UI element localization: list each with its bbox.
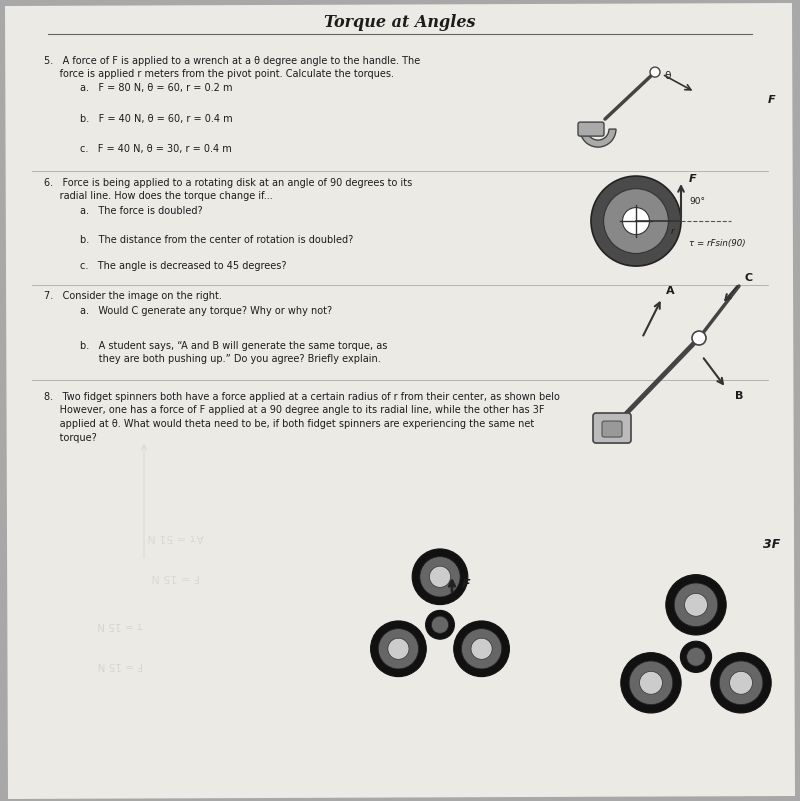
Text: Aτ = 51 N: Aτ = 51 N (148, 532, 204, 541)
Text: F: F (462, 578, 470, 591)
Circle shape (412, 549, 468, 605)
Text: force is applied r meters from the pivot point. Calculate the torques.: force is applied r meters from the pivot… (44, 69, 394, 78)
Text: 3F: 3F (762, 538, 780, 551)
Circle shape (621, 653, 681, 713)
Circle shape (622, 207, 650, 235)
Text: r: r (671, 227, 675, 236)
FancyBboxPatch shape (602, 421, 622, 437)
Circle shape (454, 621, 510, 677)
Text: Torque at Angles: Torque at Angles (324, 14, 476, 31)
Circle shape (730, 671, 753, 694)
Text: b.   F = 40 N, θ = 60, r = 0.4 m: b. F = 40 N, θ = 60, r = 0.4 m (80, 114, 233, 123)
Circle shape (650, 67, 660, 77)
Circle shape (426, 610, 454, 639)
Text: A: A (666, 286, 674, 296)
Text: c.   F = 40 N, θ = 30, r = 0.4 m: c. F = 40 N, θ = 30, r = 0.4 m (80, 144, 232, 154)
Text: 90°: 90° (689, 196, 705, 206)
Text: τ = rFsin(90): τ = rFsin(90) (689, 239, 746, 248)
Text: a.   The force is doubled?: a. The force is doubled? (80, 206, 202, 215)
Text: However, one has a force of F applied at a 90 degree angle to its radial line, w: However, one has a force of F applied at… (44, 405, 545, 415)
Circle shape (471, 638, 492, 659)
Circle shape (692, 331, 706, 345)
Circle shape (431, 616, 449, 634)
Text: B: B (735, 391, 743, 401)
Text: b.   A student says, “A and B will generate the same torque, as: b. A student says, “A and B will generat… (80, 341, 387, 351)
Circle shape (685, 594, 707, 616)
FancyBboxPatch shape (578, 122, 604, 136)
Text: applied at θ. What would theta need to be, if both fidget spinners are experienc: applied at θ. What would theta need to b… (44, 419, 534, 429)
Text: torque?: torque? (44, 433, 97, 442)
Circle shape (604, 189, 669, 253)
Circle shape (674, 583, 718, 626)
Circle shape (666, 574, 726, 635)
Circle shape (370, 621, 426, 677)
Text: they are both pushing up.” Do you agree? Briefly explain.: they are both pushing up.” Do you agree?… (80, 354, 381, 364)
Circle shape (462, 629, 502, 669)
Polygon shape (5, 3, 795, 799)
Text: F = 15 N: F = 15 N (98, 660, 142, 670)
Text: 5.   A force of F is applied to a wrench at a θ degree angle to the handle. The: 5. A force of F is applied to a wrench a… (44, 56, 420, 66)
Circle shape (686, 647, 706, 666)
Circle shape (719, 661, 763, 705)
Text: 6.   Force is being applied to a rotating disk at an angle of 90 degrees to its: 6. Force is being applied to a rotating … (44, 178, 412, 187)
Circle shape (388, 638, 409, 659)
Text: F = 15 N: F = 15 N (152, 572, 200, 582)
Circle shape (378, 629, 418, 669)
Circle shape (680, 642, 712, 672)
Text: 7.   Consider the image on the right.: 7. Consider the image on the right. (44, 291, 222, 300)
Text: F: F (768, 95, 776, 105)
Circle shape (629, 661, 673, 705)
Text: c.   The angle is decreased to 45 degrees?: c. The angle is decreased to 45 degrees? (80, 261, 286, 271)
Text: F: F (689, 174, 697, 184)
Text: C: C (745, 273, 753, 283)
Wedge shape (580, 129, 616, 147)
Text: 8.   Two fidget spinners both have a force applied at a certain radius of r from: 8. Two fidget spinners both have a force… (44, 392, 560, 401)
Circle shape (591, 176, 681, 266)
Text: a.   Would C generate any torque? Why or why not?: a. Would C generate any torque? Why or w… (80, 306, 332, 316)
Circle shape (711, 653, 771, 713)
Circle shape (430, 566, 450, 587)
Text: radial line. How does the torque change if...: radial line. How does the torque change … (44, 191, 273, 200)
FancyBboxPatch shape (593, 413, 631, 443)
Circle shape (420, 557, 460, 597)
Circle shape (639, 671, 662, 694)
Text: τ = 15 N: τ = 15 N (97, 620, 143, 630)
Text: θ: θ (665, 71, 671, 81)
Text: a.   F = 80 N, θ = 60, r = 0.2 m: a. F = 80 N, θ = 60, r = 0.2 m (80, 83, 233, 92)
Text: b.   The distance from the center of rotation is doubled?: b. The distance from the center of rotat… (80, 235, 354, 245)
